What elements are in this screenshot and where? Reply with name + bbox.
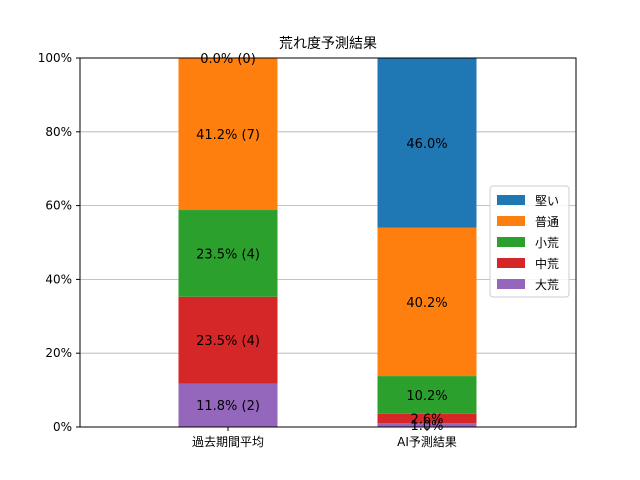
data-label: 46.0%: [406, 137, 447, 152]
bar-segment: [178, 210, 278, 297]
data-label: 2.6%: [410, 413, 443, 428]
legend-box: [489, 185, 570, 298]
legend-swatch: [497, 237, 525, 247]
data-label: 23.5% (4): [196, 247, 260, 262]
legend-swatch: [497, 216, 525, 226]
legend-label: 小荒: [535, 236, 559, 250]
y-tick-label: 100%: [38, 51, 72, 65]
legend-swatch: [497, 279, 525, 289]
y-tick-label: 40%: [45, 272, 72, 286]
y-tick-label: 0%: [53, 420, 72, 434]
data-label: 23.5% (4): [196, 334, 260, 349]
bar-segment: [377, 58, 477, 228]
bar-segment: [377, 227, 477, 377]
bars: [178, 58, 477, 427]
segment-labels: 11.8% (2) 23.5% (4) 23.5% (4) 41.2% (7) 0.0%…: [196, 52, 448, 434]
chart-title: 荒れ度予測結果: [279, 36, 377, 52]
y-axis: 0% 20% 40% 60% 80% 100%: [38, 51, 80, 434]
legend-label: 堅い: [535, 194, 559, 208]
legend-swatch: [497, 258, 525, 268]
legend-label: 普通: [535, 215, 559, 229]
bar-segment: [178, 296, 278, 384]
y-tick-label: 20%: [45, 346, 72, 360]
bar-segment: [178, 58, 278, 211]
legend-label: 中荒: [535, 256, 559, 271]
bar-segment: [377, 376, 477, 414]
data-label: 0.0% (0): [200, 52, 256, 67]
legend-label: 大荒: [535, 278, 559, 292]
data-label: 40.2%: [406, 296, 447, 311]
y-tick-label: 80%: [45, 125, 72, 139]
bar-segment: [377, 413, 477, 424]
x-tick-label: AI予測結果: [397, 435, 457, 449]
y-tick-label: 60%: [45, 199, 72, 213]
x-axis: 過去期間平均 AI予測結果: [192, 427, 457, 449]
bar-segment: [178, 383, 278, 427]
plot-frame: [79, 57, 577, 428]
data-label: 10.2%: [406, 389, 447, 404]
bar-segment: [377, 423, 477, 427]
data-label: 41.2% (7): [196, 128, 260, 143]
legend-swatch: [497, 195, 525, 205]
x-tick-label: 過去期間平均: [192, 435, 264, 449]
data-label: 11.8% (2): [196, 399, 260, 414]
